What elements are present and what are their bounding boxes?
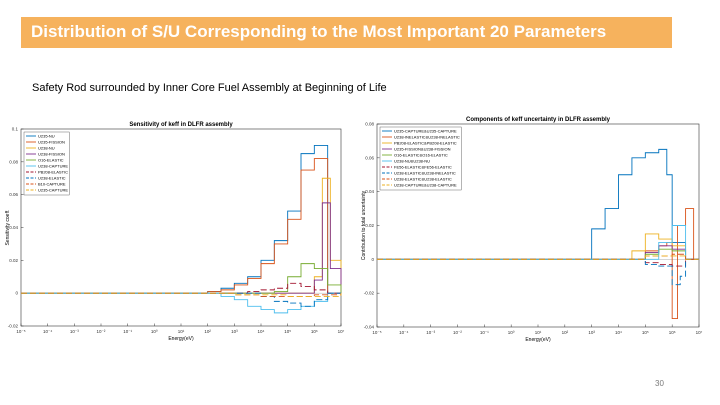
legend-label: U238-CAPTURE&U238-CAPTURE xyxy=(394,183,457,188)
y-tick-label: 0.02 xyxy=(365,223,374,228)
x-tick-label: 10³ xyxy=(588,330,595,335)
x-tick-label: 10⁵ xyxy=(284,329,291,334)
legend-label: O16-ELASTIC xyxy=(38,158,64,163)
x-tick-label: 10³ xyxy=(231,329,238,334)
slide-title-bar: Distribution of S/U Corresponding to the… xyxy=(21,17,672,48)
legend-label: U238-ELASTIC&U238-ELASTIC xyxy=(394,177,452,182)
x-tick-label: 10⁻⁵ xyxy=(372,330,381,335)
y-axis-label: Contribution to total uncertainty xyxy=(361,190,367,260)
legend-label: O16-ELASTIC&O16-ELASTIC xyxy=(394,153,448,158)
legend-label: U238-ELASTIC&U238-INELASTIC xyxy=(394,171,456,176)
legend-label: U235-CAPTURE&U235-CAPTURE xyxy=(394,129,457,134)
series-line-9 xyxy=(377,255,699,260)
y-tick-label: 0.06 xyxy=(365,155,374,160)
series-line-3 xyxy=(21,202,342,294)
legend-label: B10-CAPTURE xyxy=(38,182,66,187)
x-tick-label: 10⁻² xyxy=(453,330,462,335)
legend-label: PB208-ELASTIC xyxy=(38,170,68,175)
x-tick-label: 10⁻⁴ xyxy=(399,330,408,335)
y-tick-label: 0.06 xyxy=(9,192,18,197)
x-tick-label: 10⁻⁴ xyxy=(43,329,52,334)
legend-box xyxy=(23,131,70,196)
series-line-6 xyxy=(21,282,341,294)
x-tick-label: 10⁵ xyxy=(642,330,649,335)
legend-label: U235-FISSION&U238-FISSION xyxy=(394,147,451,152)
series-line-7 xyxy=(377,258,699,286)
legend-label: U238-NU&U238-NU xyxy=(394,159,430,164)
series-line-9 xyxy=(21,292,342,297)
legend-box xyxy=(379,126,462,191)
y-tick-label: 0.04 xyxy=(9,225,18,230)
y-tick-label: 0.08 xyxy=(365,122,374,127)
x-tick-label: 10⁰ xyxy=(508,330,515,335)
y-tick-label: -0.04 xyxy=(364,325,375,330)
x-tick-label: 10⁻¹ xyxy=(123,329,132,334)
series-line-5 xyxy=(377,225,699,260)
legend-label: FE56-ELASTIC&FE56-ELASTIC xyxy=(394,165,452,170)
x-tick-label: 10⁴ xyxy=(615,330,622,335)
y-tick-label: 0 xyxy=(15,291,18,296)
x-tick-label: 10⁻¹ xyxy=(480,330,489,335)
y-tick-label: 0.04 xyxy=(365,189,374,194)
page-number: 30 xyxy=(655,379,664,388)
y-tick-label: 0.08 xyxy=(9,159,18,164)
x-tick-label: 10⁻⁵ xyxy=(16,329,25,334)
x-tick-label: 10⁰ xyxy=(151,329,158,334)
x-tick-label: 10² xyxy=(562,330,569,335)
x-tick-label: 10² xyxy=(204,329,211,334)
x-tick-label: 10⁴ xyxy=(258,329,265,334)
legend-label: U238-CAPTURE xyxy=(38,164,68,169)
x-tick-label: 10¹ xyxy=(178,329,185,334)
y-tick-label: -0.02 xyxy=(364,291,375,296)
series-line-8 xyxy=(21,292,342,297)
legend-label: U235-CAPTURE xyxy=(38,188,68,193)
x-tick-label: 10⁻³ xyxy=(70,329,79,334)
chart-title: Sensitivity of keff in DLFR assembly xyxy=(129,122,233,128)
legend-label: U238-INELASTIC&U238-INELASTIC xyxy=(394,135,460,140)
x-tick-label: 10⁶ xyxy=(311,329,318,334)
legend-label: U235-NU xyxy=(38,134,55,139)
y-tick-label: 0 xyxy=(371,257,374,262)
x-tick-label: 10⁷ xyxy=(696,330,703,335)
series-line-1 xyxy=(21,158,341,294)
y-tick-label: -0.02 xyxy=(8,324,19,329)
series-line-4 xyxy=(21,263,342,294)
x-tick-label: 10⁶ xyxy=(669,330,676,335)
slide-title: Distribution of S/U Corresponding to the… xyxy=(31,22,607,41)
y-tick-label: 0.1 xyxy=(12,127,19,132)
legend-label: U235-FISSION xyxy=(38,140,65,145)
legend-label: U238-ELASTIC xyxy=(38,176,66,181)
legend-label: PB208-ELASTIC&PB208-ELASTIC xyxy=(394,141,457,146)
x-tick-label: 10¹ xyxy=(535,330,542,335)
x-tick-label: 10⁻³ xyxy=(426,330,435,335)
x-axis-label: Energy(eV) xyxy=(525,337,551,343)
chart-title: Components of keff uncertainty in DLFR a… xyxy=(466,117,611,123)
y-tick-label: 0.02 xyxy=(9,258,18,263)
x-tick-label: 10⁻² xyxy=(97,329,106,334)
x-tick-label: 10⁷ xyxy=(338,329,345,334)
legend-label: U238-FISSION xyxy=(38,152,65,157)
legend-label: U238-NU xyxy=(38,146,55,151)
y-axis-label: Sensitivity coeff. xyxy=(5,209,11,245)
slide-subtitle: Safety Rod surrounded by Inner Core Fuel… xyxy=(32,82,387,94)
x-axis-label: Energy(eV) xyxy=(168,336,194,342)
